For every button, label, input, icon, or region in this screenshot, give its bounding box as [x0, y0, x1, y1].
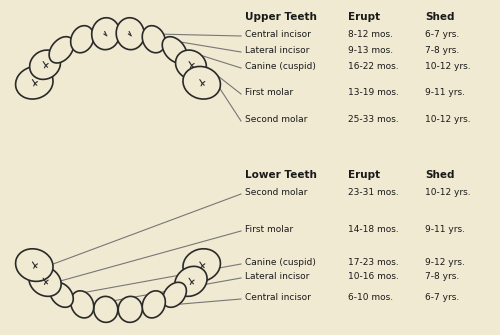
Ellipse shape	[94, 296, 118, 322]
Text: 25-33 mos.: 25-33 mos.	[348, 115, 399, 124]
Text: 16-22 mos.: 16-22 mos.	[348, 62, 399, 71]
Text: Shed: Shed	[425, 12, 454, 22]
Text: Erupt: Erupt	[348, 170, 380, 180]
Text: 17-23 mos.: 17-23 mos.	[348, 258, 399, 267]
Text: Second molar: Second molar	[245, 115, 308, 124]
Ellipse shape	[162, 282, 186, 307]
Ellipse shape	[92, 18, 120, 50]
Ellipse shape	[176, 50, 206, 79]
Text: 14-18 mos.: 14-18 mos.	[348, 225, 399, 234]
Text: 6-7 yrs.: 6-7 yrs.	[425, 30, 459, 39]
Text: Shed: Shed	[425, 170, 454, 180]
Ellipse shape	[29, 266, 61, 296]
Text: First molar: First molar	[245, 88, 293, 97]
Ellipse shape	[183, 66, 220, 99]
Text: Central incisor: Central incisor	[245, 293, 311, 302]
Text: 9-13 mos.: 9-13 mos.	[348, 46, 393, 55]
Ellipse shape	[142, 291, 166, 318]
Text: 10-16 mos.: 10-16 mos.	[348, 272, 399, 281]
Ellipse shape	[30, 50, 60, 79]
Ellipse shape	[16, 249, 53, 281]
Text: 8-12 mos.: 8-12 mos.	[348, 30, 393, 39]
Text: Central incisor: Central incisor	[245, 30, 311, 39]
Text: 23-31 mos.: 23-31 mos.	[348, 188, 399, 197]
Text: 10-12 yrs.: 10-12 yrs.	[425, 188, 470, 197]
Text: 10-12 yrs.: 10-12 yrs.	[425, 115, 470, 124]
Text: 7-8 yrs.: 7-8 yrs.	[425, 272, 459, 281]
Text: 10-12 yrs.: 10-12 yrs.	[425, 62, 470, 71]
Ellipse shape	[118, 296, 142, 322]
Text: 9-12 yrs.: 9-12 yrs.	[425, 258, 465, 267]
Text: Erupt: Erupt	[348, 12, 380, 22]
Ellipse shape	[70, 26, 94, 53]
Text: Lower Teeth: Lower Teeth	[245, 170, 317, 180]
Text: 13-19 mos.: 13-19 mos.	[348, 88, 399, 97]
Text: 6-10 mos.: 6-10 mos.	[348, 293, 393, 302]
Ellipse shape	[50, 282, 74, 307]
Text: Upper Teeth: Upper Teeth	[245, 12, 317, 22]
Ellipse shape	[116, 18, 144, 50]
Text: 9-11 yrs.: 9-11 yrs.	[425, 225, 465, 234]
Text: Lateral incisor: Lateral incisor	[245, 272, 310, 281]
Text: First molar: First molar	[245, 225, 293, 234]
Ellipse shape	[183, 249, 220, 281]
Text: Canine (cuspid): Canine (cuspid)	[245, 62, 316, 71]
Ellipse shape	[162, 37, 187, 63]
Text: 7-8 yrs.: 7-8 yrs.	[425, 46, 459, 55]
Text: Lateral incisor: Lateral incisor	[245, 46, 310, 55]
Ellipse shape	[16, 66, 53, 99]
Ellipse shape	[70, 291, 94, 318]
Text: Second molar: Second molar	[245, 188, 308, 197]
Text: 9-11 yrs.: 9-11 yrs.	[425, 88, 465, 97]
Ellipse shape	[49, 37, 74, 63]
Text: 6-7 yrs.: 6-7 yrs.	[425, 293, 459, 302]
Ellipse shape	[142, 26, 166, 53]
Ellipse shape	[175, 266, 207, 296]
Text: Canine (cuspid): Canine (cuspid)	[245, 258, 316, 267]
